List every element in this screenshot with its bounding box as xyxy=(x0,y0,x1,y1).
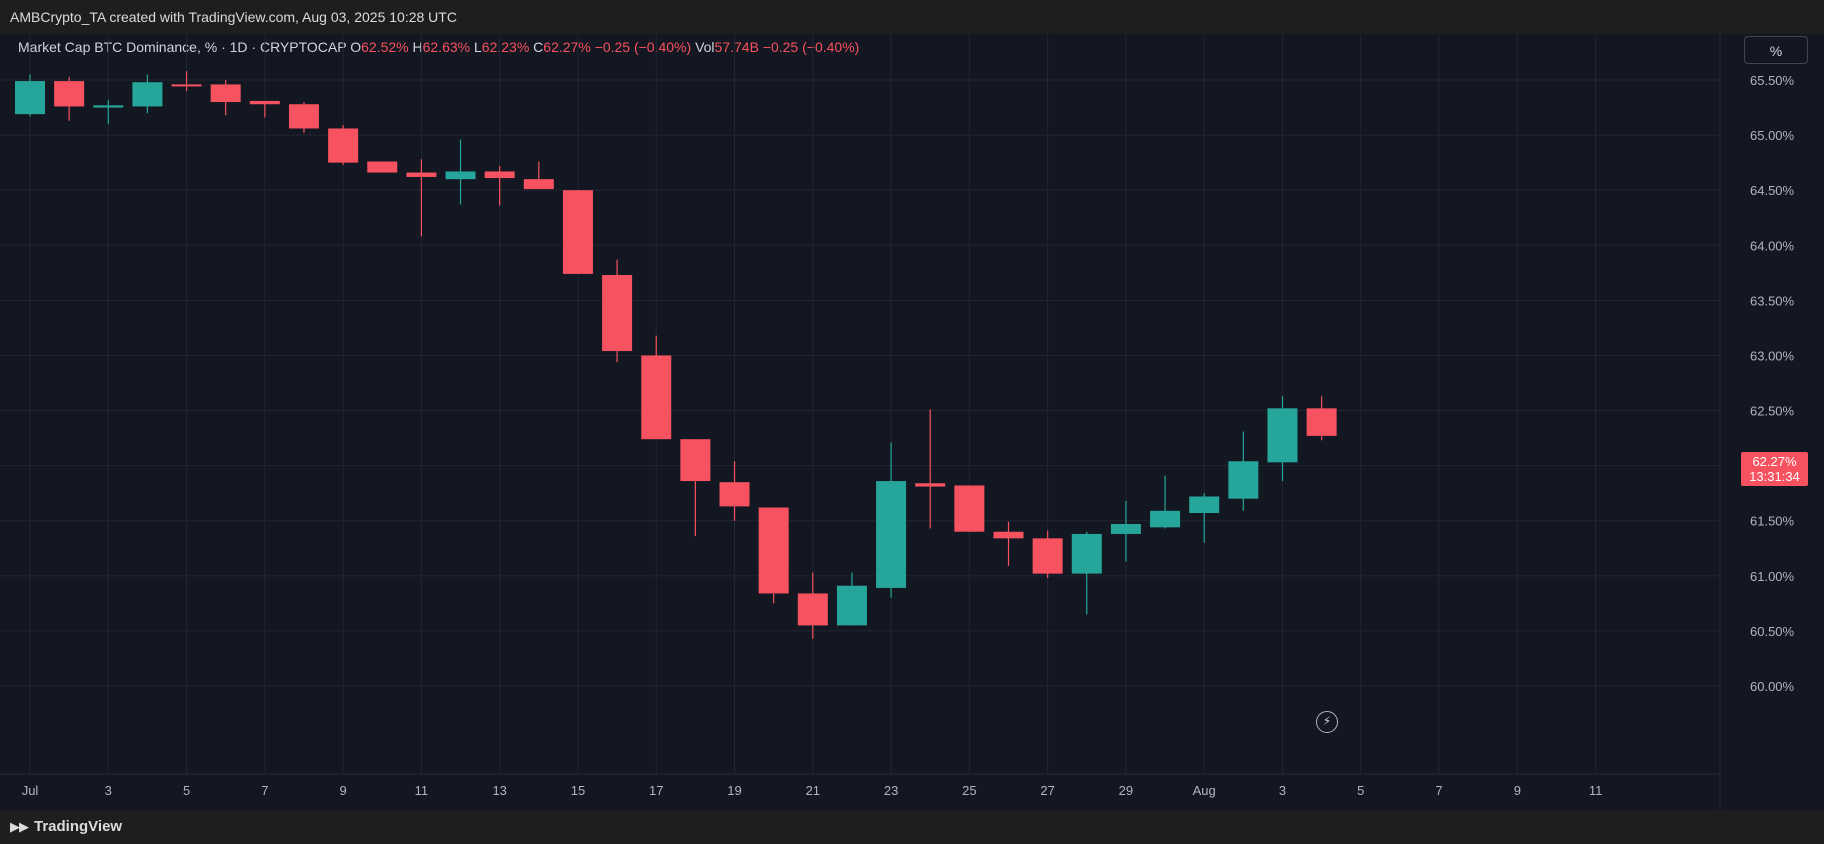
x-tick-label: 13 xyxy=(492,783,506,798)
x-tick-label: Jul xyxy=(22,783,39,798)
x-tick-label: 29 xyxy=(1119,783,1133,798)
y-tick-label: 65.50% xyxy=(1750,73,1795,88)
candle-body xyxy=(523,179,554,190)
low-label: L xyxy=(473,39,482,55)
x-tick-label: 5 xyxy=(183,783,190,798)
candle-body xyxy=(1110,524,1141,534)
candle-body xyxy=(954,485,985,532)
candle-body xyxy=(15,81,45,115)
candle-body xyxy=(171,84,202,87)
low-value: 62.23% xyxy=(481,39,530,55)
candle-body xyxy=(680,439,711,482)
candle-body xyxy=(1267,408,1298,463)
percent-scale-button[interactable]: % xyxy=(1744,36,1808,64)
candle-body xyxy=(132,82,163,107)
y-tick-label: 63.50% xyxy=(1750,293,1795,308)
candle-body xyxy=(249,100,280,105)
candlestick-chart[interactable]: 65.50% 65.00% 64.50% 64.00% 63.50% 63.00% 62.5… xyxy=(0,34,1824,810)
candle-body xyxy=(993,531,1024,539)
candle-body xyxy=(758,507,789,594)
candle-body xyxy=(54,81,85,107)
chart-panel[interactable]: Market Cap BTC Dominance, % · 1D · CRYPT… xyxy=(0,34,1824,810)
candle-body xyxy=(876,481,907,588)
symbol-legend: Market Cap BTC Dominance, % · 1D · CRYPT… xyxy=(18,39,859,55)
candle-body xyxy=(915,483,946,487)
y-tick-label: 64.50% xyxy=(1750,183,1795,198)
candle-body xyxy=(719,482,750,507)
brand-label: TradingView xyxy=(34,818,123,835)
y-tick-label: 63.00% xyxy=(1750,348,1795,363)
volume-label: Vol xyxy=(695,39,715,55)
candle-body xyxy=(1228,461,1259,499)
y-tick-label: 64.00% xyxy=(1750,238,1795,253)
candle-body xyxy=(836,585,867,626)
x-tick-label: 9 xyxy=(340,783,347,798)
x-tick-label: 7 xyxy=(1435,783,1442,798)
candle-body xyxy=(1189,496,1220,514)
y-tick-label: 62.50% xyxy=(1750,404,1795,419)
candle-body xyxy=(1150,510,1181,528)
x-tick-label: 17 xyxy=(649,783,663,798)
candle-body xyxy=(367,161,398,173)
y-tick-label: 60.50% xyxy=(1750,624,1795,639)
volume-value: 57.74B xyxy=(714,39,759,55)
high-label: H xyxy=(412,39,423,55)
tradingview-logo-icon: ▶▶ xyxy=(10,819,29,834)
x-tick-label: 15 xyxy=(571,783,585,798)
x-tick-label: 9 xyxy=(1514,783,1521,798)
close-label: C xyxy=(533,39,544,55)
last-price-value: 62.27% xyxy=(1752,454,1797,469)
x-tick-label: 7 xyxy=(261,783,268,798)
candle-body xyxy=(328,128,359,163)
x-tick-label: 3 xyxy=(105,783,112,798)
candle-body xyxy=(602,275,633,352)
x-tick-label: 5 xyxy=(1357,783,1364,798)
candle-body xyxy=(210,84,241,103)
last-price-badge: 62.27% 13:31:34 xyxy=(1741,452,1808,486)
close-value: 62.27% xyxy=(543,39,591,55)
open-value: 62.52% xyxy=(361,39,409,55)
x-tick-label: 11 xyxy=(415,783,429,798)
y-tick-label: 61.50% xyxy=(1750,514,1795,529)
candle-body xyxy=(562,190,593,274)
candle-body xyxy=(641,355,672,440)
candle-body xyxy=(1071,533,1102,574)
volume-change: −0.25 (−0.40%) xyxy=(762,39,860,55)
candle-body xyxy=(797,593,828,626)
attribution-text: AMBCrypto_TA created with TradingView.co… xyxy=(10,9,457,25)
candle-body xyxy=(445,171,476,180)
tradingview-brand[interactable]: ▶▶ TradingView xyxy=(10,810,122,844)
candle-body xyxy=(288,104,319,129)
x-tick-label: 3 xyxy=(1279,783,1286,798)
y-tick-label: 61.00% xyxy=(1750,569,1795,584)
lightning-icon[interactable]: ⚡ xyxy=(1316,711,1338,733)
x-tick-label: 11 xyxy=(1589,783,1603,798)
open-label: O xyxy=(350,39,362,55)
change-value: −0.25 (−0.40%) xyxy=(594,39,692,55)
candle-body xyxy=(1306,408,1337,436)
candle-body xyxy=(93,105,124,108)
candle-body xyxy=(484,171,515,179)
high-value: 62.63% xyxy=(422,39,471,55)
y-tick-label: 65.00% xyxy=(1750,128,1795,143)
candle-body xyxy=(406,172,437,177)
symbol-name[interactable]: Market Cap BTC Dominance, % · 1D · CRYPT… xyxy=(18,39,347,55)
x-tick-label: 25 xyxy=(962,783,976,798)
attribution-bar: AMBCrypto_TA created with TradingView.co… xyxy=(0,0,1824,34)
x-tick-label: 23 xyxy=(884,783,898,798)
x-tick-label: 19 xyxy=(727,783,741,798)
y-tick-label: 60.00% xyxy=(1750,679,1795,694)
x-tick-label: 27 xyxy=(1040,783,1054,798)
x-tick-label: 21 xyxy=(806,783,820,798)
bar-countdown: 13:31:34 xyxy=(1749,469,1800,484)
candle-body xyxy=(1032,538,1063,574)
x-tick-label: Aug xyxy=(1193,783,1216,798)
footer-bar: ▶▶ TradingView xyxy=(0,810,1824,844)
